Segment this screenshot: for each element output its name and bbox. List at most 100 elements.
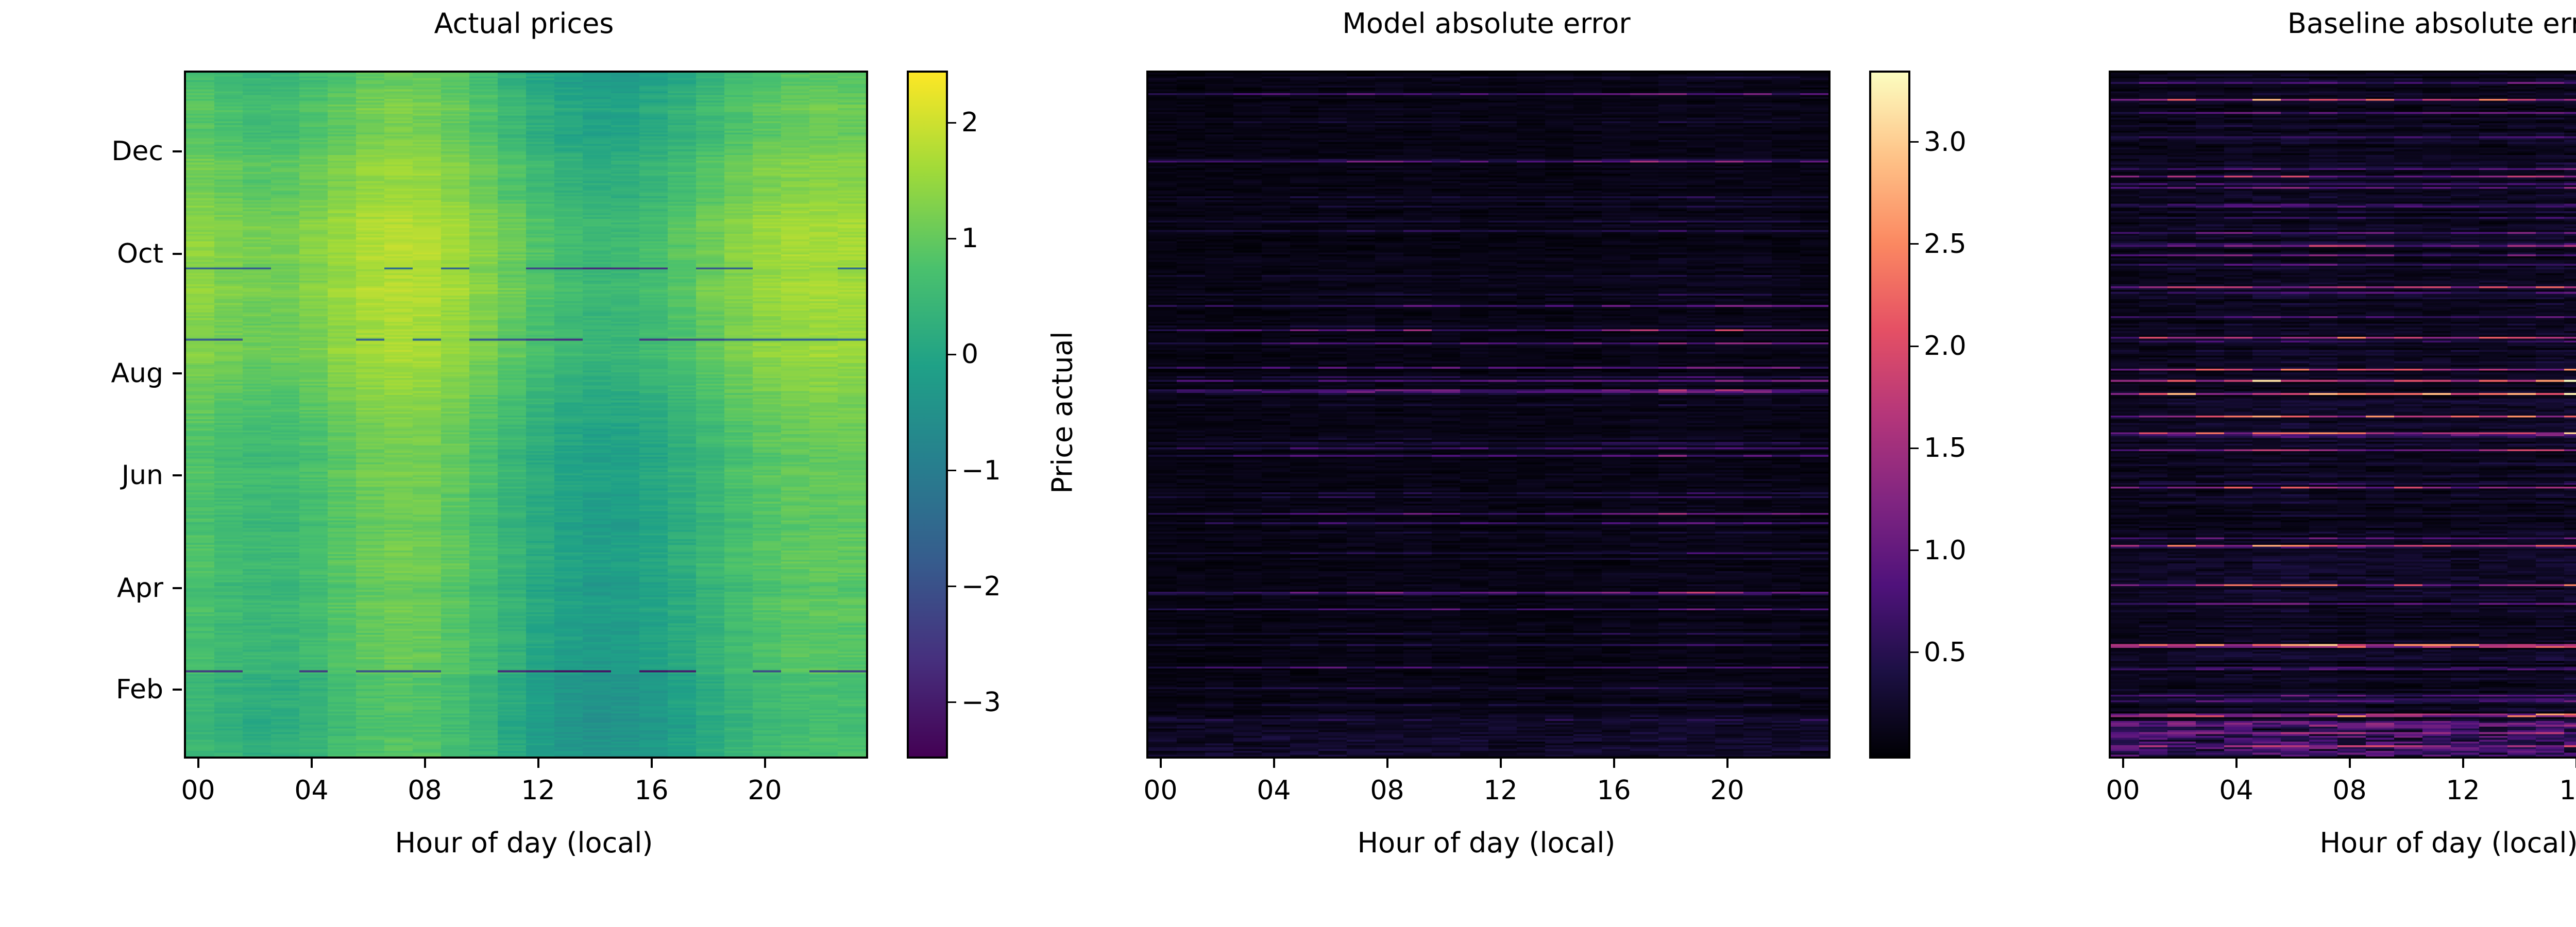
- x-tick-label: 04: [294, 775, 329, 806]
- x-tick-label: 00: [2106, 775, 2140, 806]
- colorbar-tick-label: 2.0: [1924, 331, 1967, 362]
- x-tick-mark: [650, 759, 653, 768]
- y-tick-label: Feb: [115, 674, 163, 705]
- colorbar-gradient: [1871, 73, 1908, 757]
- x-tick-mark: [1273, 759, 1275, 768]
- x-tick-labels: 00 04 08 12 16 20: [1143, 775, 1826, 811]
- colorbar-tick-labels: 2 1 0 −1 −2 −3: [961, 71, 1090, 754]
- colorbar-tick-mark: [948, 586, 956, 588]
- x-axis-label: Hour of day (local): [395, 827, 653, 859]
- y-tick-label: Oct: [117, 238, 163, 269]
- x-tick-label: 08: [2332, 775, 2367, 806]
- heatmap-axes[interactable]: [184, 71, 868, 759]
- x-tick-label: 00: [181, 775, 215, 806]
- colorbar-tick-label: 0: [961, 339, 979, 370]
- x-tick-mark: [1386, 759, 1388, 768]
- panel-title: Baseline absolute error: [2287, 7, 2576, 40]
- colorbar-tick-mark: [1910, 550, 1919, 552]
- colorbar-tick-label: −3: [961, 686, 1001, 718]
- heatmap-image: [186, 73, 866, 757]
- colorbar-tick-labels: 0.5 1.0 1.5 2.0 2.5 3.0: [1924, 71, 2053, 754]
- colorbar-tick-mark: [948, 470, 956, 472]
- x-tick-mark: [1613, 759, 1615, 768]
- colorbar-tick-label: 1: [961, 223, 979, 254]
- colorbar-label: Price actual: [1046, 331, 1079, 494]
- colorbar-tick-label: 0.5: [1924, 637, 1967, 668]
- y-tick-marks: [173, 71, 182, 754]
- colorbar-tick-mark: [1910, 651, 1919, 654]
- x-tick-mark: [1726, 759, 1728, 768]
- colorbar-tick-mark: [1910, 345, 1919, 347]
- y-tick-labels: Dec Oct Aug Jun Apr Feb: [14, 71, 163, 754]
- x-tick-marks: [1146, 759, 1826, 768]
- x-tick-mark: [764, 759, 766, 768]
- colorbar-tick-label: 2.5: [1924, 228, 1967, 260]
- y-tick-mark: [173, 252, 182, 255]
- heatmap-axes[interactable]: [1146, 71, 1831, 759]
- colorbar-tick-label: 1.5: [1924, 433, 1967, 464]
- colorbar-tick-mark: [948, 701, 956, 703]
- colorbar[interactable]: [907, 71, 948, 759]
- x-tick-label: 16: [634, 775, 669, 806]
- y-tick-label: Dec: [111, 135, 163, 167]
- y-tick-mark: [173, 372, 182, 375]
- y-tick-label: Apr: [117, 573, 163, 604]
- x-tick-mark: [2462, 759, 2464, 768]
- colorbar-tick-label: −2: [961, 571, 1001, 602]
- x-tick-label: 12: [1483, 775, 1518, 806]
- x-tick-label: 16: [1597, 775, 1631, 806]
- x-tick-mark: [310, 759, 313, 768]
- colorbar-tick-label: 3.0: [1924, 126, 1967, 158]
- heatmap-axes[interactable]: [2109, 71, 2576, 759]
- panel-title: Actual prices: [434, 7, 614, 40]
- y-tick-mark: [173, 150, 182, 152]
- x-tick-label: 20: [1710, 775, 1744, 806]
- colorbar-tick-label: −1: [961, 455, 1001, 486]
- colorbar-tick-mark: [1910, 447, 1919, 449]
- colorbar-tick-marks: [1910, 71, 1919, 754]
- colorbar-tick-label: 2: [961, 107, 979, 139]
- y-tick-label: Jun: [121, 460, 163, 491]
- y-tick-mark: [173, 587, 182, 590]
- colorbar-gradient: [909, 73, 946, 757]
- x-tick-label: 08: [1370, 775, 1404, 806]
- x-tick-mark: [2575, 759, 2576, 768]
- x-tick-mark: [197, 759, 199, 768]
- x-tick-label: 00: [1143, 775, 1178, 806]
- x-tick-mark: [2235, 759, 2238, 768]
- colorbar[interactable]: [1869, 71, 1910, 759]
- x-tick-label: 20: [748, 775, 782, 806]
- x-axis-label: Hour of day (local): [1357, 827, 1616, 859]
- colorbar-tick-label: 1.0: [1924, 535, 1967, 566]
- x-tick-label: 12: [2446, 775, 2480, 806]
- colorbar-tick-mark: [1910, 141, 1919, 143]
- x-tick-label: 04: [1257, 775, 1291, 806]
- colorbar-tick-mark: [948, 237, 956, 239]
- x-tick-mark: [2348, 759, 2351, 768]
- heatmap-image: [1148, 73, 1828, 757]
- x-tick-label: 12: [521, 775, 555, 806]
- y-tick-mark: [173, 688, 182, 691]
- x-tick-label: 04: [2219, 775, 2253, 806]
- x-tick-label: 16: [2559, 775, 2576, 806]
- x-tick-mark: [423, 759, 426, 768]
- y-tick-mark: [173, 474, 182, 477]
- x-tick-mark: [1499, 759, 1502, 768]
- colorbar-tick-mark: [948, 353, 956, 355]
- x-tick-label: 08: [408, 775, 442, 806]
- x-tick-marks: [184, 759, 864, 768]
- heatmap-image: [2111, 73, 2576, 757]
- panel-title: Model absolute error: [1342, 7, 1631, 40]
- x-tick-mark: [1159, 759, 1162, 768]
- colorbar-tick-marks: [948, 71, 956, 754]
- colorbar-tick-mark: [1910, 243, 1919, 245]
- x-axis-label: Hour of day (local): [2319, 827, 2576, 859]
- y-tick-label: Aug: [111, 358, 163, 389]
- x-tick-mark: [2122, 759, 2124, 768]
- x-tick-marks: [2109, 759, 2576, 768]
- x-tick-labels: 00 04 08 12 16 20: [181, 775, 864, 811]
- x-tick-mark: [537, 759, 539, 768]
- colorbar-tick-mark: [948, 122, 956, 124]
